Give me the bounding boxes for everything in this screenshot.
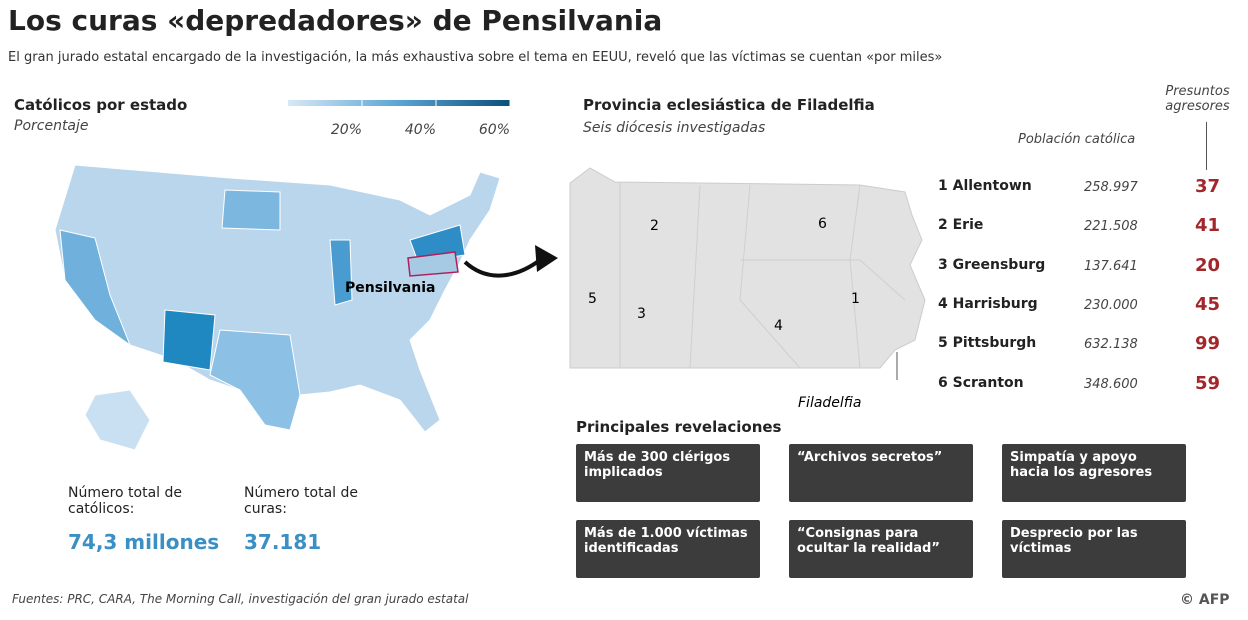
pa-map	[569, 167, 926, 369]
title: Los curas «depredadores» de Pensilvania	[8, 4, 663, 37]
column-header: Población católica	[1018, 132, 1136, 147]
map-number: 6	[818, 216, 827, 232]
header-rule	[1206, 122, 1207, 170]
revelation-box: “Archivos secretos”	[789, 444, 973, 502]
diocese-name: 2 Erie	[938, 217, 984, 234]
alleged-abusers: 45	[1195, 293, 1221, 315]
total-label: Número total de católicos:	[68, 485, 183, 517]
state	[209, 329, 301, 431]
total-value: 37.181	[244, 530, 322, 554]
diocese-name: 5 Pittsburgh	[938, 335, 1037, 352]
arrow	[463, 258, 542, 278]
map-number: 5	[588, 291, 597, 307]
catholic-population: 348.600	[1084, 376, 1138, 392]
alleged-abusers: 59	[1195, 372, 1221, 394]
diocese-name: 6 Scranton	[938, 374, 1024, 391]
city-label: Filadelfia	[798, 395, 861, 411]
catholic-population: 230.000	[1084, 297, 1138, 313]
alleged-abusers: 99	[1195, 333, 1221, 355]
province-title: Provincia eclesiástica de Filadelfia	[583, 96, 875, 114]
alleged-abusers: 41	[1195, 215, 1221, 237]
alleged-abusers: 37	[1195, 176, 1221, 197]
catholic-population: 258.997	[1084, 180, 1138, 195]
catholic-population: 221.508	[1084, 219, 1138, 235]
diocese-name: 3 Greensburg	[938, 256, 1046, 273]
revelation-box: Más de 300 clérigos implicados	[576, 444, 760, 502]
state	[221, 189, 281, 231]
map-number: 1	[851, 291, 860, 307]
state	[329, 239, 353, 306]
catholic-population: 632.138	[1084, 337, 1138, 353]
diocese-borders	[619, 182, 906, 369]
sources: Fuentes: PRC, CARA, The Morning Call, in…	[12, 592, 469, 606]
pennsylvania	[407, 251, 459, 277]
subtitle: El gran jurado estatal encargado de la i…	[8, 50, 943, 65]
diocese-name: 1 Allentown	[938, 178, 1032, 194]
revelation-box: Simpatía y apoyo hacia los agresores	[1002, 444, 1186, 502]
legend-tick-label: 20%	[331, 122, 362, 138]
diocese-name: 4 Harrisburg	[938, 295, 1038, 312]
revelation-box: “Consignas para ocultar la realidad”	[789, 520, 973, 578]
legend-tick-label: 60%	[479, 122, 510, 138]
map-number: 3	[637, 306, 646, 322]
alaska	[84, 389, 151, 451]
state	[162, 309, 216, 371]
map-number: 2	[650, 218, 659, 234]
map-subtitle: Porcentaje	[14, 118, 89, 134]
total-label: Número total de curas:	[244, 485, 359, 517]
map-number: 4	[774, 318, 783, 334]
legend-tick-label: 40%	[405, 122, 436, 138]
map-title: Católicos por estado	[14, 96, 188, 114]
state-label: Pensilvania	[345, 280, 435, 296]
column-header: Presuntos agresores	[1165, 84, 1230, 114]
total-value: 74,3 millones	[68, 530, 220, 554]
arrow-head	[535, 245, 558, 272]
province-subtitle: Seis diócesis investigadas	[583, 120, 766, 136]
credit: © AFP	[1180, 592, 1230, 608]
legend-bar	[288, 100, 510, 106]
state	[59, 229, 132, 347]
catholic-population: 137.641	[1084, 258, 1138, 274]
revelation-box: Desprecio por las víctimas	[1002, 520, 1186, 578]
revelations-title: Principales revelaciones	[576, 418, 782, 436]
alleged-abusers: 20	[1195, 254, 1221, 276]
revelation-box: Más de 1.000 víctimas identificadas	[576, 520, 760, 578]
